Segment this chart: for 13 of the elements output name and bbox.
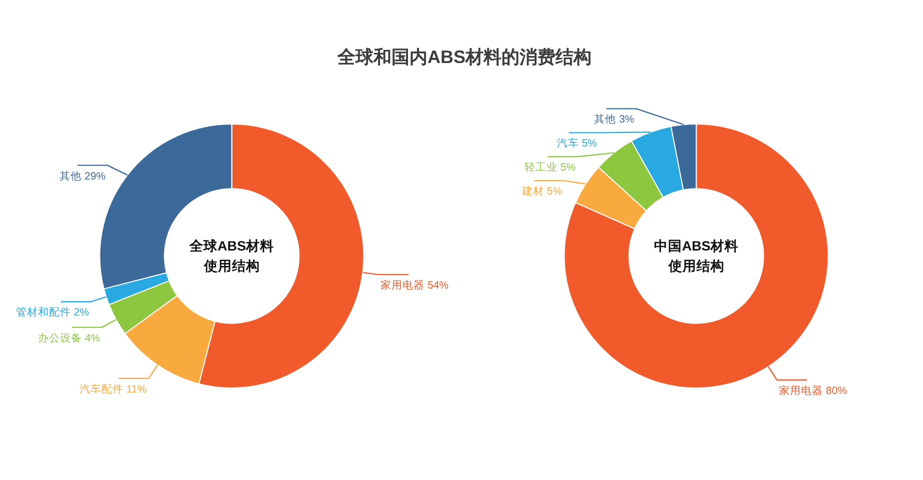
slice-label: 其他 3% xyxy=(594,112,634,126)
text: 全球ABS材料使用结构 xyxy=(188,238,274,274)
chart-title: 全球和国内ABS材料的消费结构 xyxy=(336,47,592,67)
slice-label: 其他 29% xyxy=(60,169,106,182)
slice-label: 轻工业 5% xyxy=(524,160,576,174)
slice-label: 建材 5% xyxy=(520,184,562,198)
slice-label: 汽车配件 11% xyxy=(79,382,147,396)
slice-label: 家用电器 54% xyxy=(380,278,449,292)
slice-label: 汽车 5% xyxy=(556,136,597,150)
text: 中国ABS材料使用结构 xyxy=(654,238,739,274)
slice-label: 家用电器 80% xyxy=(778,384,847,398)
slice-label: 管材和配件 2% xyxy=(16,306,89,319)
slice-label: 办公设备 4% xyxy=(38,331,100,344)
